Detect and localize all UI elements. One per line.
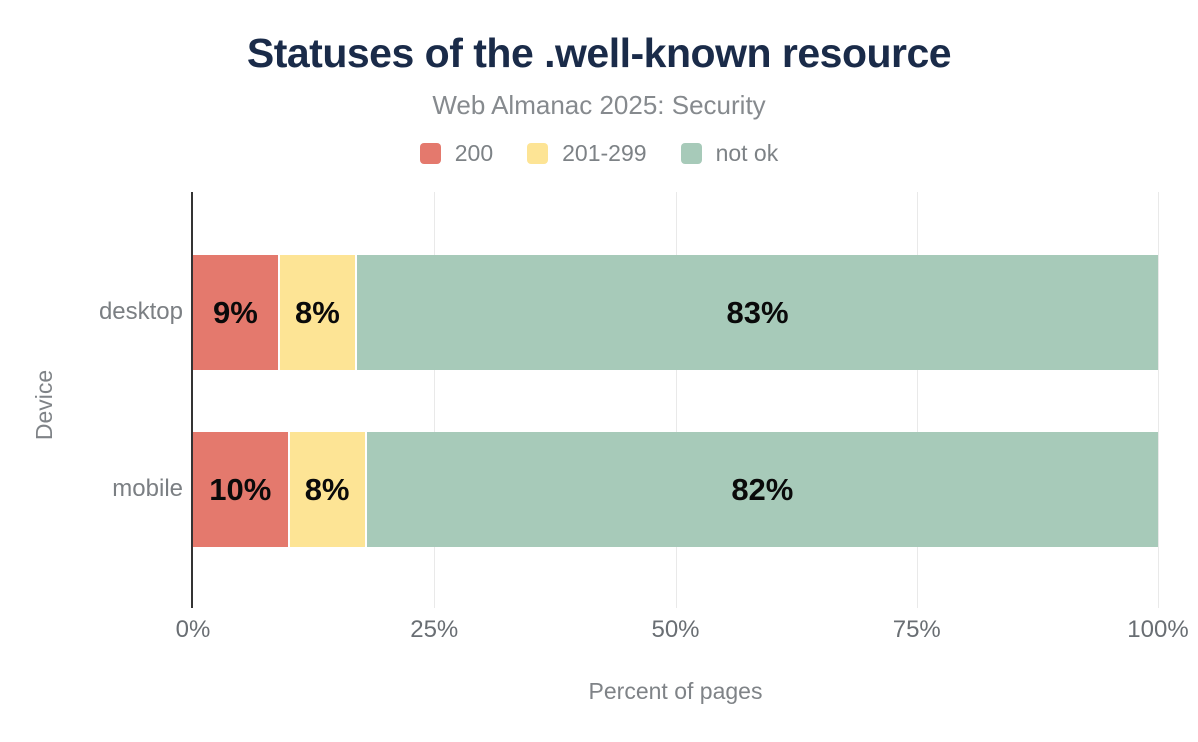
- chart-title: Statuses of the .well-known resource: [246, 30, 952, 76]
- bar-segment-mobile-201-299: 8%: [289, 432, 367, 547]
- gridline: [1158, 192, 1159, 608]
- bar-value-label: 9%: [213, 294, 258, 330]
- legend-item-201-299: 201-299: [527, 140, 647, 167]
- y-axis-line: [191, 192, 193, 608]
- bar-value-label: 8%: [295, 294, 340, 330]
- x-tick-label: 25%: [410, 616, 459, 643]
- bar-segment-mobile-not-ok: 82%: [366, 432, 1158, 547]
- legend-swatch-not-ok: [680, 143, 702, 164]
- bar-segment-desktop-not-ok: 83%: [357, 255, 1158, 370]
- chart-subtitle: Web Almanac 2025: Security: [432, 90, 766, 120]
- x-axis-ticks: 0% 25% 50% 75% 100%: [176, 616, 1189, 646]
- x-tick-label: 75%: [892, 616, 941, 643]
- plot-area: 9% 8% 83% 10% 8% 82%: [191, 192, 1159, 608]
- bar-segment-desktop-200: 9%: [193, 255, 280, 370]
- y-category-label-desktop: desktop: [98, 298, 183, 325]
- x-tick-label: 0%: [175, 616, 211, 643]
- bar-value-label: 10%: [209, 471, 272, 507]
- gridline: [916, 192, 918, 608]
- bar-value-label: 82%: [731, 471, 794, 507]
- bar-segment-mobile-200: 10%: [193, 432, 290, 547]
- bar-desktop: 9% 8% 83%: [193, 255, 1158, 370]
- gridline: [675, 192, 677, 608]
- bar-segment-desktop-201-299: 8%: [279, 255, 358, 370]
- bar-value-label: 83%: [726, 294, 789, 330]
- legend-item-200: 200: [419, 140, 494, 167]
- x-axis-title: Percent of pages: [588, 678, 763, 704]
- bar-mobile: 10% 8% 82%: [193, 432, 1158, 547]
- x-tick-label: 50%: [651, 616, 700, 643]
- gridline: [434, 192, 436, 608]
- y-axis-title: Device: [31, 369, 57, 441]
- bar-value-label: 8%: [304, 471, 350, 507]
- legend-item-not-ok: not ok: [680, 140, 779, 167]
- legend-swatch-200: [419, 143, 441, 164]
- legend-swatch-201-299: [527, 143, 549, 164]
- legend-label: not ok: [715, 140, 779, 166]
- legend-label: 200: [454, 140, 494, 166]
- legend: 200 201-299 not ok: [0, 140, 1198, 167]
- y-category-label-mobile: mobile: [112, 475, 183, 502]
- x-tick-label: 100%: [1127, 616, 1189, 643]
- legend-label: 201-299: [562, 140, 647, 166]
